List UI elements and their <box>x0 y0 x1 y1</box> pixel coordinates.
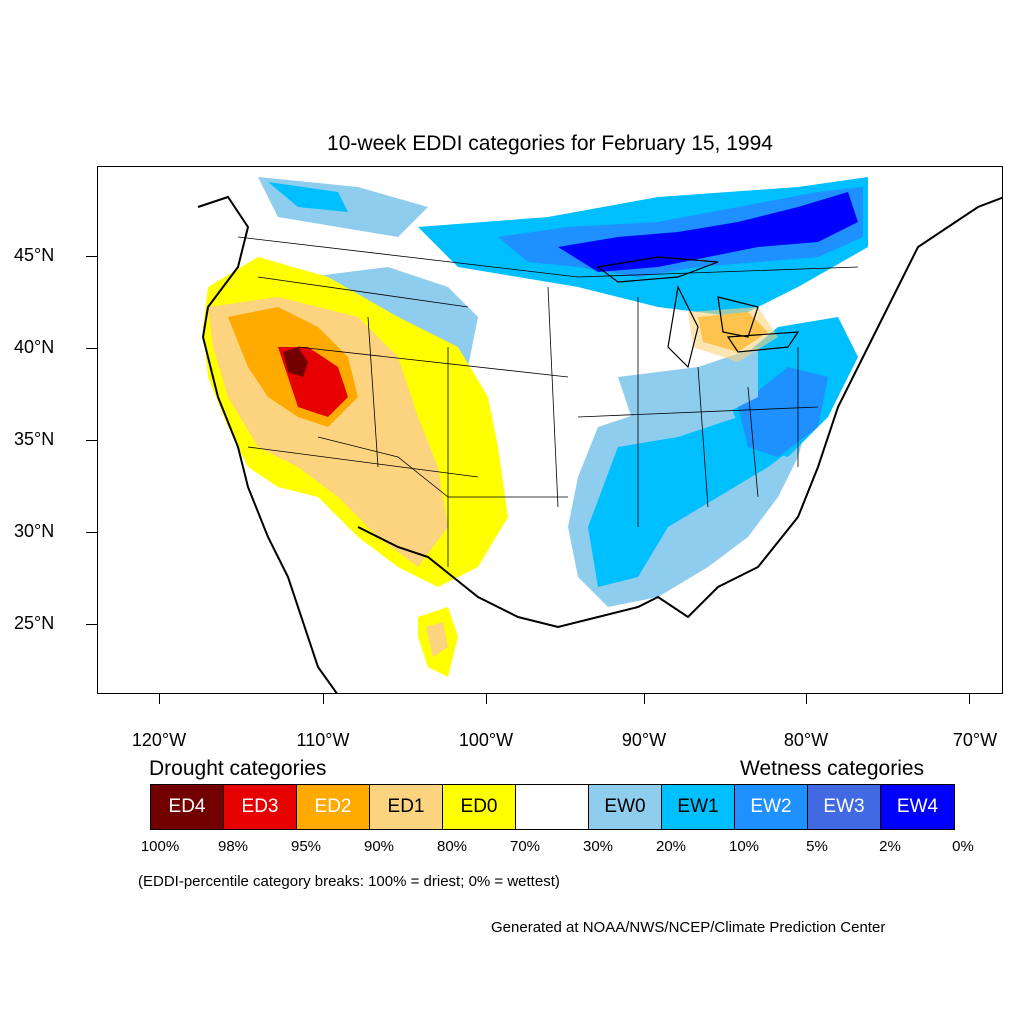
legend-box-ew2: EW2 <box>735 785 808 829</box>
break-label: 20% <box>655 838 687 855</box>
lon-label-110: 110°W <box>296 730 350 750</box>
lat-label-25: 25°N <box>14 613 55 633</box>
legend-box-ed4: ED4 <box>151 785 224 829</box>
break-label: 30% <box>582 838 614 855</box>
lat-label-35: 35°N <box>14 429 55 449</box>
lat-label-30: 30°N <box>14 521 55 541</box>
break-label: 70% <box>509 838 541 855</box>
break-label: 90% <box>363 838 395 855</box>
eddi-map-canvas <box>197 177 1002 693</box>
wet-region-ohio-valley <box>618 347 758 437</box>
lon-label-120: 120°W <box>131 730 187 750</box>
wet-region-northwest-core <box>268 182 348 212</box>
dry-region-extreme <box>283 347 308 377</box>
wet-region-atlantic-core <box>738 367 828 457</box>
wetness-categories-heading: Wetness categories <box>740 757 925 780</box>
break-label: 0% <box>952 838 974 855</box>
legend-box-ew1: EW1 <box>662 785 735 829</box>
credit-line: Generated at NOAA/NWS/NCEP/Climate Predi… <box>491 919 886 936</box>
lon-label-90: 90°W <box>621 730 667 750</box>
break-label: 95% <box>290 838 322 855</box>
country-outline <box>197 195 1002 693</box>
legend-box-ed1: ED1 <box>370 785 443 829</box>
great-lakes-outline <box>596 256 800 369</box>
legend-box-ew0: EW0 <box>589 785 662 829</box>
lat-label-40: 40°N <box>14 337 55 357</box>
breaks-note: (EDDI-percentile category breaks: 100% =… <box>138 873 560 890</box>
category-legend: ED4 ED3 ED2 ED1 ED0 EW0 EW1 EW2 EW3 EW4 <box>150 784 955 830</box>
break-label: 5% <box>806 838 828 855</box>
map-title: 10-week EDDI categories for February 15,… <box>327 132 773 155</box>
wet-region-superior-core <box>558 192 858 272</box>
break-label: 100% <box>140 838 180 855</box>
lat-label-45: 45°N <box>14 245 55 265</box>
legend-box-normal <box>516 785 589 829</box>
legend-box-ed0: ED0 <box>443 785 516 829</box>
eddi-map <box>97 166 1003 694</box>
legend-box-ed3: ED3 <box>224 785 297 829</box>
drought-categories-heading: Drought categories <box>149 757 327 780</box>
break-label: 2% <box>879 838 901 855</box>
legend-box-ew4: EW4 <box>881 785 954 829</box>
legend-box-ed2: ED2 <box>297 785 370 829</box>
legend-box-ew3: EW3 <box>808 785 881 829</box>
break-label: 98% <box>217 838 249 855</box>
lon-label-80: 80°W <box>783 730 829 750</box>
lon-label-100: 100°W <box>458 730 514 750</box>
state-borders <box>237 236 859 567</box>
dry-region-texas-core <box>426 622 448 657</box>
break-label: 80% <box>436 838 468 855</box>
lon-label-70: 70°W <box>952 730 998 750</box>
break-label: 10% <box>728 838 760 855</box>
